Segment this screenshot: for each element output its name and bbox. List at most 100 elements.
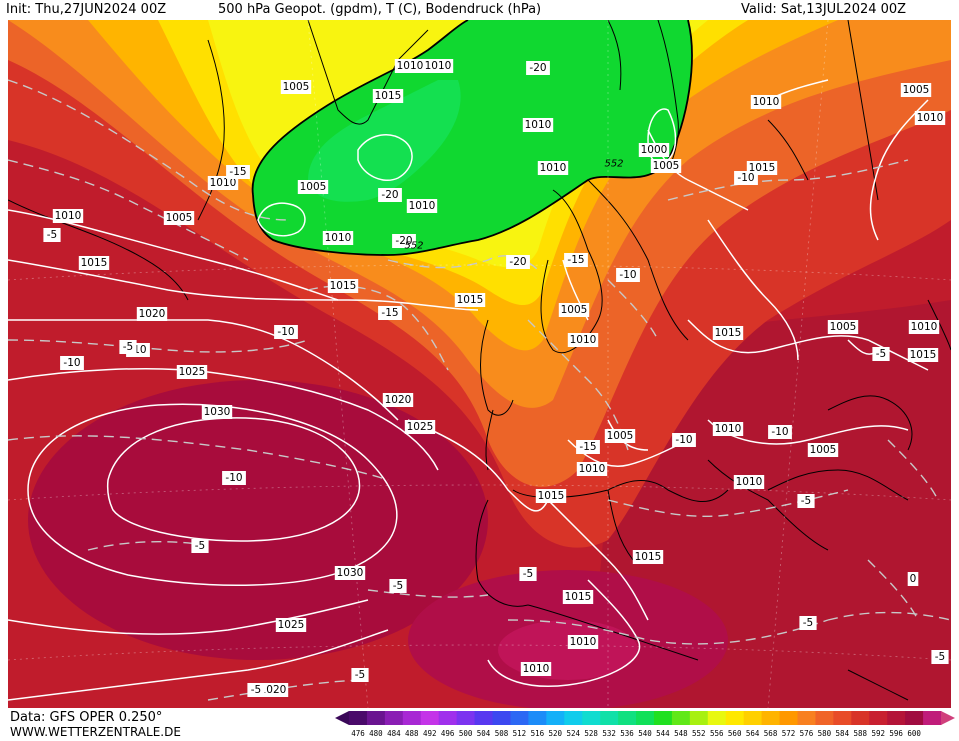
svg-text:1010: 1010 <box>523 663 550 675</box>
geopotential-label: 552 <box>404 241 423 252</box>
svg-text:1010: 1010 <box>579 463 606 475</box>
colorbar-cell <box>869 711 888 725</box>
svg-text:1005: 1005 <box>300 181 327 193</box>
colorbar-tick-label: 580 <box>818 729 832 738</box>
temperature-label: -5 <box>519 567 537 581</box>
colorbar: 476 480 484 488 492 496 500 504 508 512 516 520 524 5… <box>335 711 955 738</box>
svg-text:-10: -10 <box>737 172 754 184</box>
pressure-label: 1010 <box>733 475 765 489</box>
colorbar-tick-label: 504 <box>477 729 491 738</box>
pressure-label: 1010 <box>567 635 599 649</box>
pressure-label: 1010 <box>567 333 599 347</box>
website-url: WWW.WETTERZENTRALE.DE <box>10 725 181 739</box>
colorbar-cell <box>474 711 494 725</box>
svg-text:-5: -5 <box>47 229 57 241</box>
svg-text:1010: 1010 <box>210 177 237 189</box>
pressure-label: 1015 <box>562 590 594 604</box>
temperature-label: -20 <box>506 255 530 269</box>
svg-text:1025: 1025 <box>179 366 206 378</box>
colorbar-cell <box>384 711 404 725</box>
pressure-label: 1005 <box>163 211 195 225</box>
colorbar-tick-label: 544 <box>656 729 670 738</box>
colorbar-cell <box>833 711 852 725</box>
temperature-label: -15 <box>226 165 250 179</box>
svg-text:1010: 1010 <box>55 210 82 222</box>
svg-text:-15: -15 <box>579 441 596 453</box>
temperature-label: -5 <box>247 683 265 697</box>
pressure-label: 1025 <box>404 420 436 434</box>
temperature-label: -10 <box>222 471 246 485</box>
svg-text:1015: 1015 <box>565 591 592 603</box>
svg-text:1005: 1005 <box>561 304 588 316</box>
colorbar-cell <box>600 711 619 725</box>
map-canvas: 1010 1015 1010 1005 1005 1010 1010 1005 1010 1010… <box>7 19 952 710</box>
pressure-label: 1030 <box>201 405 233 419</box>
pressure-label: 1015 <box>454 293 486 307</box>
colorbar-cell <box>420 711 440 725</box>
pressure-label: 1025 <box>176 365 208 379</box>
svg-text:1005: 1005 <box>653 160 680 172</box>
colorbar-cell <box>815 711 834 725</box>
pressure-label: 1005 <box>650 159 682 173</box>
colorbar-tick-label: 572 <box>782 729 796 738</box>
svg-text:-5: -5 <box>123 341 133 353</box>
temperature-label: -10 <box>672 433 696 447</box>
colorbar-cell <box>564 711 583 725</box>
pressure-label: 1010 <box>406 199 438 213</box>
temperature-label: -5 <box>351 668 369 682</box>
colorbar-cell <box>851 711 870 725</box>
svg-text:-15: -15 <box>567 254 584 266</box>
weather-map: 1010 1015 1010 1005 1005 1010 1010 1005 1010 1010… <box>7 19 952 710</box>
pressure-label: 1005 <box>827 320 859 334</box>
svg-text:552: 552 <box>404 241 423 252</box>
colorbar-tick-label: 584 <box>836 729 850 738</box>
data-source: Data: GFS OPER 0.250° <box>10 710 163 725</box>
pressure-label-group: 1010 1015 1010 1005 1005 1010 1010 1005 1010 1010… <box>52 59 946 697</box>
svg-text:-15: -15 <box>381 307 398 319</box>
svg-text:-10: -10 <box>675 434 692 446</box>
svg-text:-15: -15 <box>229 166 246 178</box>
svg-text:-5: -5 <box>393 580 403 592</box>
pressure-label: 1005 <box>280 80 312 94</box>
svg-text:-5: -5 <box>355 669 365 681</box>
pressure-label: 1005 <box>558 303 590 317</box>
svg-text:1000: 1000 <box>641 144 668 156</box>
colorbar-cell <box>349 711 368 725</box>
svg-text:1015: 1015 <box>910 349 937 361</box>
svg-text:-10: -10 <box>63 357 80 369</box>
colorbar-cell <box>492 711 511 725</box>
colorbar-tick-label: 568 <box>764 729 778 738</box>
colorbar-cell <box>546 711 565 725</box>
pressure-label: 1015 <box>535 489 567 503</box>
svg-text:1015: 1015 <box>635 551 662 563</box>
lat-lon-grid <box>7 19 952 709</box>
svg-text:-20: -20 <box>395 235 412 247</box>
svg-text:1010: 1010 <box>911 321 938 333</box>
geopotential-552-contour <box>251 19 693 256</box>
temperature-label: -5 <box>797 494 815 508</box>
colorbar-tick-label: 488 <box>405 729 419 738</box>
pressure-label: 1010 <box>422 59 454 73</box>
svg-text:1015: 1015 <box>375 90 402 102</box>
svg-text:1015: 1015 <box>81 257 108 269</box>
svg-text:1005: 1005 <box>166 212 193 224</box>
pressure-label: 1010 <box>522 118 554 132</box>
svg-text:-5: -5 <box>803 617 813 629</box>
svg-text:-5: -5 <box>195 540 205 552</box>
colorbar-cell <box>528 711 547 725</box>
pressure-label: 1010 <box>537 161 569 175</box>
temperature-label: -10 <box>274 325 298 339</box>
pressure-label: 1010 <box>322 231 354 245</box>
temperature-label: -10 <box>734 171 758 185</box>
pressure-label: 1020 <box>382 393 414 407</box>
colorbar-low-arrow <box>335 711 349 725</box>
pressure-label: 1010 <box>52 209 84 223</box>
svg-text:-10: -10 <box>277 326 294 338</box>
colorbar-tick-label: 552 <box>692 729 706 738</box>
svg-text:-10: -10 <box>225 472 242 484</box>
colorbar-tick-label: 484 <box>387 729 401 738</box>
colorbar-cell <box>923 711 942 725</box>
svg-text:-5: -5 <box>801 495 811 507</box>
pressure-label: 1015 <box>907 348 939 362</box>
map-title: 500 hPa Geopot. (gpdm), T (C), Bodendruc… <box>218 2 542 17</box>
